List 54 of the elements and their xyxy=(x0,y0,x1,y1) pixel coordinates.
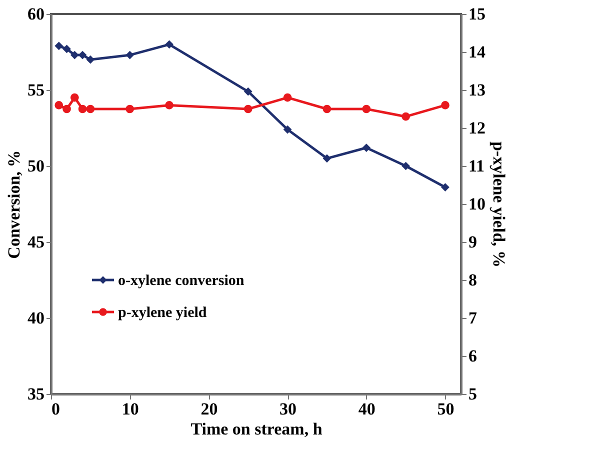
point xyxy=(86,104,95,114)
y-tick-label: 60 xyxy=(28,4,44,24)
x-tick-label: 40 xyxy=(358,400,376,418)
point xyxy=(86,55,95,64)
y2-tick-label: 5 xyxy=(468,384,477,404)
point xyxy=(78,104,87,114)
legend-label: o-xylene conversion xyxy=(118,273,245,289)
point xyxy=(441,101,450,110)
y2-tick-label: 8 xyxy=(468,270,477,290)
y2-tick-label: 9 xyxy=(468,232,477,252)
y2-tick-label: 14 xyxy=(468,42,486,62)
x-tick-label: 50 xyxy=(437,400,454,418)
y2-tick-label: 10 xyxy=(468,194,486,214)
point xyxy=(62,104,71,114)
point xyxy=(244,104,252,114)
point xyxy=(126,50,134,60)
x-tick-label: 10 xyxy=(122,400,139,418)
y-tick-label: 55 xyxy=(28,80,44,100)
y2-axis-title: p-xylene yield, % xyxy=(490,141,508,268)
point xyxy=(362,104,371,114)
point xyxy=(54,101,64,110)
point xyxy=(283,125,292,134)
point xyxy=(165,101,174,110)
point xyxy=(402,162,410,170)
y-tick-label: 50 xyxy=(28,156,44,176)
point xyxy=(78,50,87,60)
point xyxy=(322,104,332,114)
y-tick-label: 35 xyxy=(28,384,44,404)
y2-tick-label: 7 xyxy=(468,308,478,328)
point xyxy=(244,87,252,96)
point xyxy=(70,93,79,102)
point xyxy=(54,42,64,50)
point xyxy=(165,40,174,49)
y-tick-label: 40 xyxy=(28,308,44,328)
point xyxy=(441,183,450,192)
x-tick-label: 30 xyxy=(280,400,297,418)
point xyxy=(402,112,410,121)
y2-tick-label: 6 xyxy=(468,346,477,366)
legend-label: p-xylene yield xyxy=(118,305,208,321)
y-tick-label: 45 xyxy=(28,232,44,252)
point xyxy=(70,50,79,60)
x-axis-title: Time on stream, h xyxy=(190,420,323,438)
point xyxy=(283,93,292,102)
y2-tick-label: 12 xyxy=(468,118,486,138)
y2-tick-label: 15 xyxy=(468,4,486,24)
x-tick-label: 0 xyxy=(52,400,60,418)
y-axis-title: Conversion, % xyxy=(4,150,24,259)
point xyxy=(322,154,332,163)
y2-tick-label: 11 xyxy=(468,156,485,176)
point xyxy=(362,144,371,152)
point xyxy=(62,44,71,54)
x-tick-label: 20 xyxy=(200,400,218,418)
y2-tick-label: 13 xyxy=(468,80,486,100)
point xyxy=(126,104,134,114)
